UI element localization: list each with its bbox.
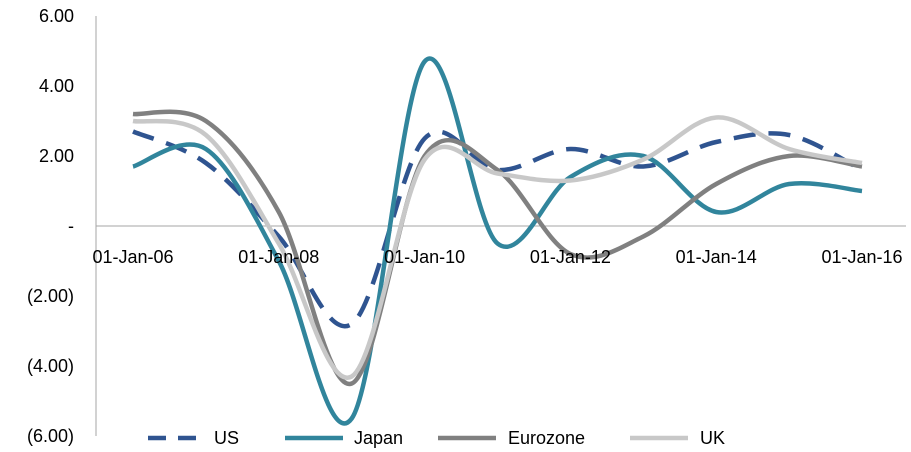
legend: US Japan Eurozone UK	[148, 428, 725, 448]
y-tick-label: (2.00)	[27, 286, 74, 306]
x-tick-label: 01-Jan-06	[92, 247, 173, 267]
legend-label-japan: Japan	[354, 428, 403, 448]
x-tick-label: 01-Jan-12	[530, 247, 611, 267]
y-tick-label: 2.00	[39, 146, 74, 166]
series-line-japan	[132, 56, 863, 426]
x-tick-label: 01-Jan-08	[238, 247, 319, 267]
series-line-uk	[132, 115, 863, 380]
y-tick-label: 6.00	[39, 6, 74, 26]
y-tick-label: (4.00)	[27, 356, 74, 376]
y-tick-label: (6.00)	[27, 426, 74, 446]
series-line-us	[132, 129, 864, 329]
series-line-eurozone	[132, 109, 863, 386]
y-tick-label: -	[68, 216, 74, 236]
x-tick-label: 01-Jan-14	[676, 247, 757, 267]
series-lines	[132, 56, 864, 426]
legend-label-us: US	[214, 428, 239, 448]
legend-label-eurozone: Eurozone	[508, 428, 585, 448]
x-tick-label: 01-Jan-10	[384, 247, 465, 267]
legend-label-uk: UK	[700, 428, 725, 448]
axes: 6.00 4.00 2.00 - (2.00) (4.00) (6.00)	[27, 6, 906, 446]
x-tick-label: 01-Jan-16	[821, 247, 902, 267]
x-axis-tick-labels: 01-Jan-06 01-Jan-08 01-Jan-10 01-Jan-12 01-J…	[92, 247, 902, 267]
y-tick-label: 4.00	[39, 76, 74, 96]
